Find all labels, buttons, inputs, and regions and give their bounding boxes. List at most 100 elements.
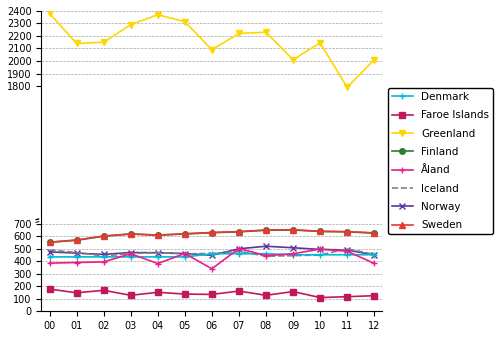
Sweden <box>371 231 377 235</box>
Line: Finland: Finland <box>47 227 377 245</box>
Finland <box>182 232 188 236</box>
Faroe Islands <box>155 290 161 294</box>
Sweden <box>182 232 188 236</box>
Åland <box>317 247 323 251</box>
Finland <box>371 231 377 235</box>
Åland <box>371 261 377 265</box>
Norway <box>290 246 296 250</box>
Denmark <box>155 255 161 259</box>
Iceland <box>209 251 215 256</box>
Denmark <box>182 255 188 259</box>
Iceland <box>155 251 161 255</box>
Denmark <box>317 253 323 257</box>
Åland <box>290 252 296 256</box>
Greenland <box>100 40 106 44</box>
Line: Iceland: Iceland <box>50 249 374 256</box>
Åland <box>236 246 242 250</box>
Finland <box>74 238 80 242</box>
Faroe Islands <box>128 293 134 297</box>
Greenland <box>128 23 134 27</box>
Norway <box>100 252 106 257</box>
Iceland <box>344 247 350 251</box>
Åland <box>344 249 350 253</box>
Line: Faroe Islands: Faroe Islands <box>47 286 377 300</box>
Sweden <box>46 240 52 244</box>
Line: Åland: Åland <box>46 245 378 272</box>
Norway <box>263 244 269 248</box>
Norway <box>371 253 377 257</box>
Greenland <box>155 13 161 17</box>
Faroe Islands <box>100 288 106 292</box>
Sweden <box>263 228 269 232</box>
Iceland <box>290 254 296 258</box>
Iceland <box>182 252 188 256</box>
Åland <box>182 251 188 256</box>
Sweden <box>344 230 350 234</box>
Finland <box>128 232 134 236</box>
Legend: Denmark, Faroe Islands, Greenland, Finland, Åland, Iceland, Norway, Sweden: Denmark, Faroe Islands, Greenland, Finla… <box>388 88 493 235</box>
Norway <box>128 250 134 255</box>
Faroe Islands <box>74 291 80 295</box>
Finland <box>290 228 296 232</box>
Finland <box>263 228 269 232</box>
Greenland <box>236 31 242 35</box>
Åland <box>74 261 80 265</box>
Line: Denmark: Denmark <box>46 250 378 260</box>
Greenland <box>344 85 350 89</box>
Norway <box>155 251 161 255</box>
Greenland <box>290 58 296 62</box>
Faroe Islands <box>182 292 188 296</box>
Iceland <box>74 250 80 255</box>
Finland <box>46 240 52 244</box>
Greenland <box>209 48 215 52</box>
Norway <box>317 247 323 251</box>
Faroe Islands <box>290 290 296 294</box>
Finland <box>344 230 350 234</box>
Denmark <box>74 255 80 259</box>
Iceland <box>46 248 52 252</box>
Denmark <box>236 252 242 256</box>
Finland <box>155 233 161 237</box>
Line: Sweden: Sweden <box>47 227 377 245</box>
Norway <box>182 251 188 256</box>
Norway <box>236 247 242 251</box>
Finland <box>209 231 215 235</box>
Iceland <box>263 254 269 258</box>
Norway <box>209 253 215 257</box>
Iceland <box>236 249 242 253</box>
Line: Norway: Norway <box>46 243 378 259</box>
Norway <box>74 251 80 255</box>
Sweden <box>317 229 323 233</box>
Faroe Islands <box>317 295 323 299</box>
Denmark <box>128 255 134 259</box>
Sweden <box>100 234 106 238</box>
Denmark <box>263 252 269 256</box>
Greenland <box>182 20 188 24</box>
Åland <box>155 262 161 266</box>
Faroe Islands <box>209 292 215 296</box>
Greenland <box>317 41 323 45</box>
Faroe Islands <box>236 289 242 293</box>
Finland <box>236 230 242 234</box>
Finland <box>317 230 323 234</box>
Sweden <box>74 238 80 242</box>
Sweden <box>236 230 242 234</box>
Denmark <box>100 255 106 259</box>
Åland <box>128 252 134 256</box>
Sweden <box>290 228 296 232</box>
Sweden <box>155 233 161 237</box>
Iceland <box>371 252 377 257</box>
Greenland <box>371 58 377 62</box>
Greenland <box>263 30 269 34</box>
Denmark <box>209 252 215 256</box>
Iceland <box>128 251 134 256</box>
Faroe Islands <box>344 295 350 299</box>
Finland <box>100 234 106 238</box>
Norway <box>46 250 52 254</box>
Faroe Islands <box>371 294 377 298</box>
Åland <box>100 260 106 264</box>
Denmark <box>290 253 296 257</box>
Åland <box>46 261 52 265</box>
Denmark <box>46 255 52 259</box>
Norway <box>344 248 350 252</box>
